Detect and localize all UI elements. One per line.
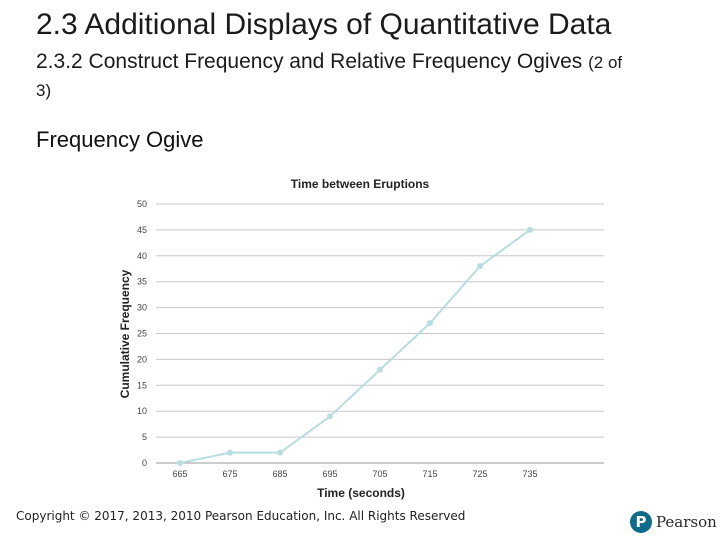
y-tick-label: 45: [137, 225, 147, 235]
slide-title: 2.3 Additional Displays of Quantitative …: [36, 8, 612, 41]
data-point: [327, 413, 333, 420]
pearson-logo-icon: P: [630, 511, 652, 533]
x-tick-label: 725: [472, 469, 487, 479]
data-point: [227, 449, 233, 456]
pearson-logo: P Pearson: [630, 510, 717, 534]
x-tick-label: 675: [222, 469, 237, 479]
data-point: [277, 449, 283, 456]
x-tick-label: 665: [172, 469, 187, 479]
y-axis-label: Cumulative Frequency: [118, 269, 132, 398]
chart-gridlines: [156, 203, 604, 464]
y-tick-label: 20: [137, 354, 147, 364]
subtitle-part-indicator: (2 of 3): [36, 53, 623, 100]
x-tick-label: 735: [522, 469, 537, 479]
chart-title: Time between Eruptions: [291, 177, 430, 191]
y-tick-label: 0: [142, 458, 147, 468]
y-tick-label: 10: [137, 406, 147, 416]
x-tick-label: 685: [272, 469, 287, 479]
y-tick-label: 50: [137, 199, 147, 209]
y-tick-label: 35: [137, 277, 147, 287]
y-tick-label: 40: [137, 251, 147, 261]
pearson-logo-text: Pearson: [656, 513, 717, 531]
slide-subtitle: 2.3.2 Construct Frequency and Relative F…: [36, 48, 636, 104]
x-tick-label: 695: [322, 469, 337, 479]
data-point: [177, 460, 183, 466]
y-tick-label: 15: [137, 380, 147, 390]
series-line: [179, 229, 531, 464]
data-point: [477, 263, 483, 270]
ogive-chart: Time between Eruptions 0 5 10 15 20 25 30 35 40 4…: [110, 172, 610, 502]
copyright-notice: Copyright © 2017, 2013, 2010 Pearson Edu…: [16, 509, 466, 523]
y-tick-label: 30: [137, 303, 147, 313]
data-point: [427, 320, 433, 327]
x-tick-label: 715: [422, 469, 437, 479]
data-point: [527, 226, 533, 233]
chart-series: [177, 226, 533, 466]
x-tick-label: 705: [372, 469, 387, 479]
subtitle-main: 2.3.2 Construct Frequency and Relative F…: [36, 50, 583, 73]
data-point: [377, 366, 383, 373]
x-axis-ticks: 665 675 685 695 705 715 725 735: [172, 469, 537, 479]
y-axis-ticks: 0 5 10 15 20 25 30 35 40 45 50: [137, 199, 147, 468]
y-tick-label: 25: [137, 329, 147, 339]
ogive-chart-svg: Time between Eruptions 0 5 10 15 20 25 30 35 40 4…: [118, 177, 604, 500]
y-tick-label: 5: [142, 432, 147, 442]
section-heading: Frequency Ogive: [36, 127, 204, 152]
x-axis-label: Time (seconds): [317, 486, 405, 500]
